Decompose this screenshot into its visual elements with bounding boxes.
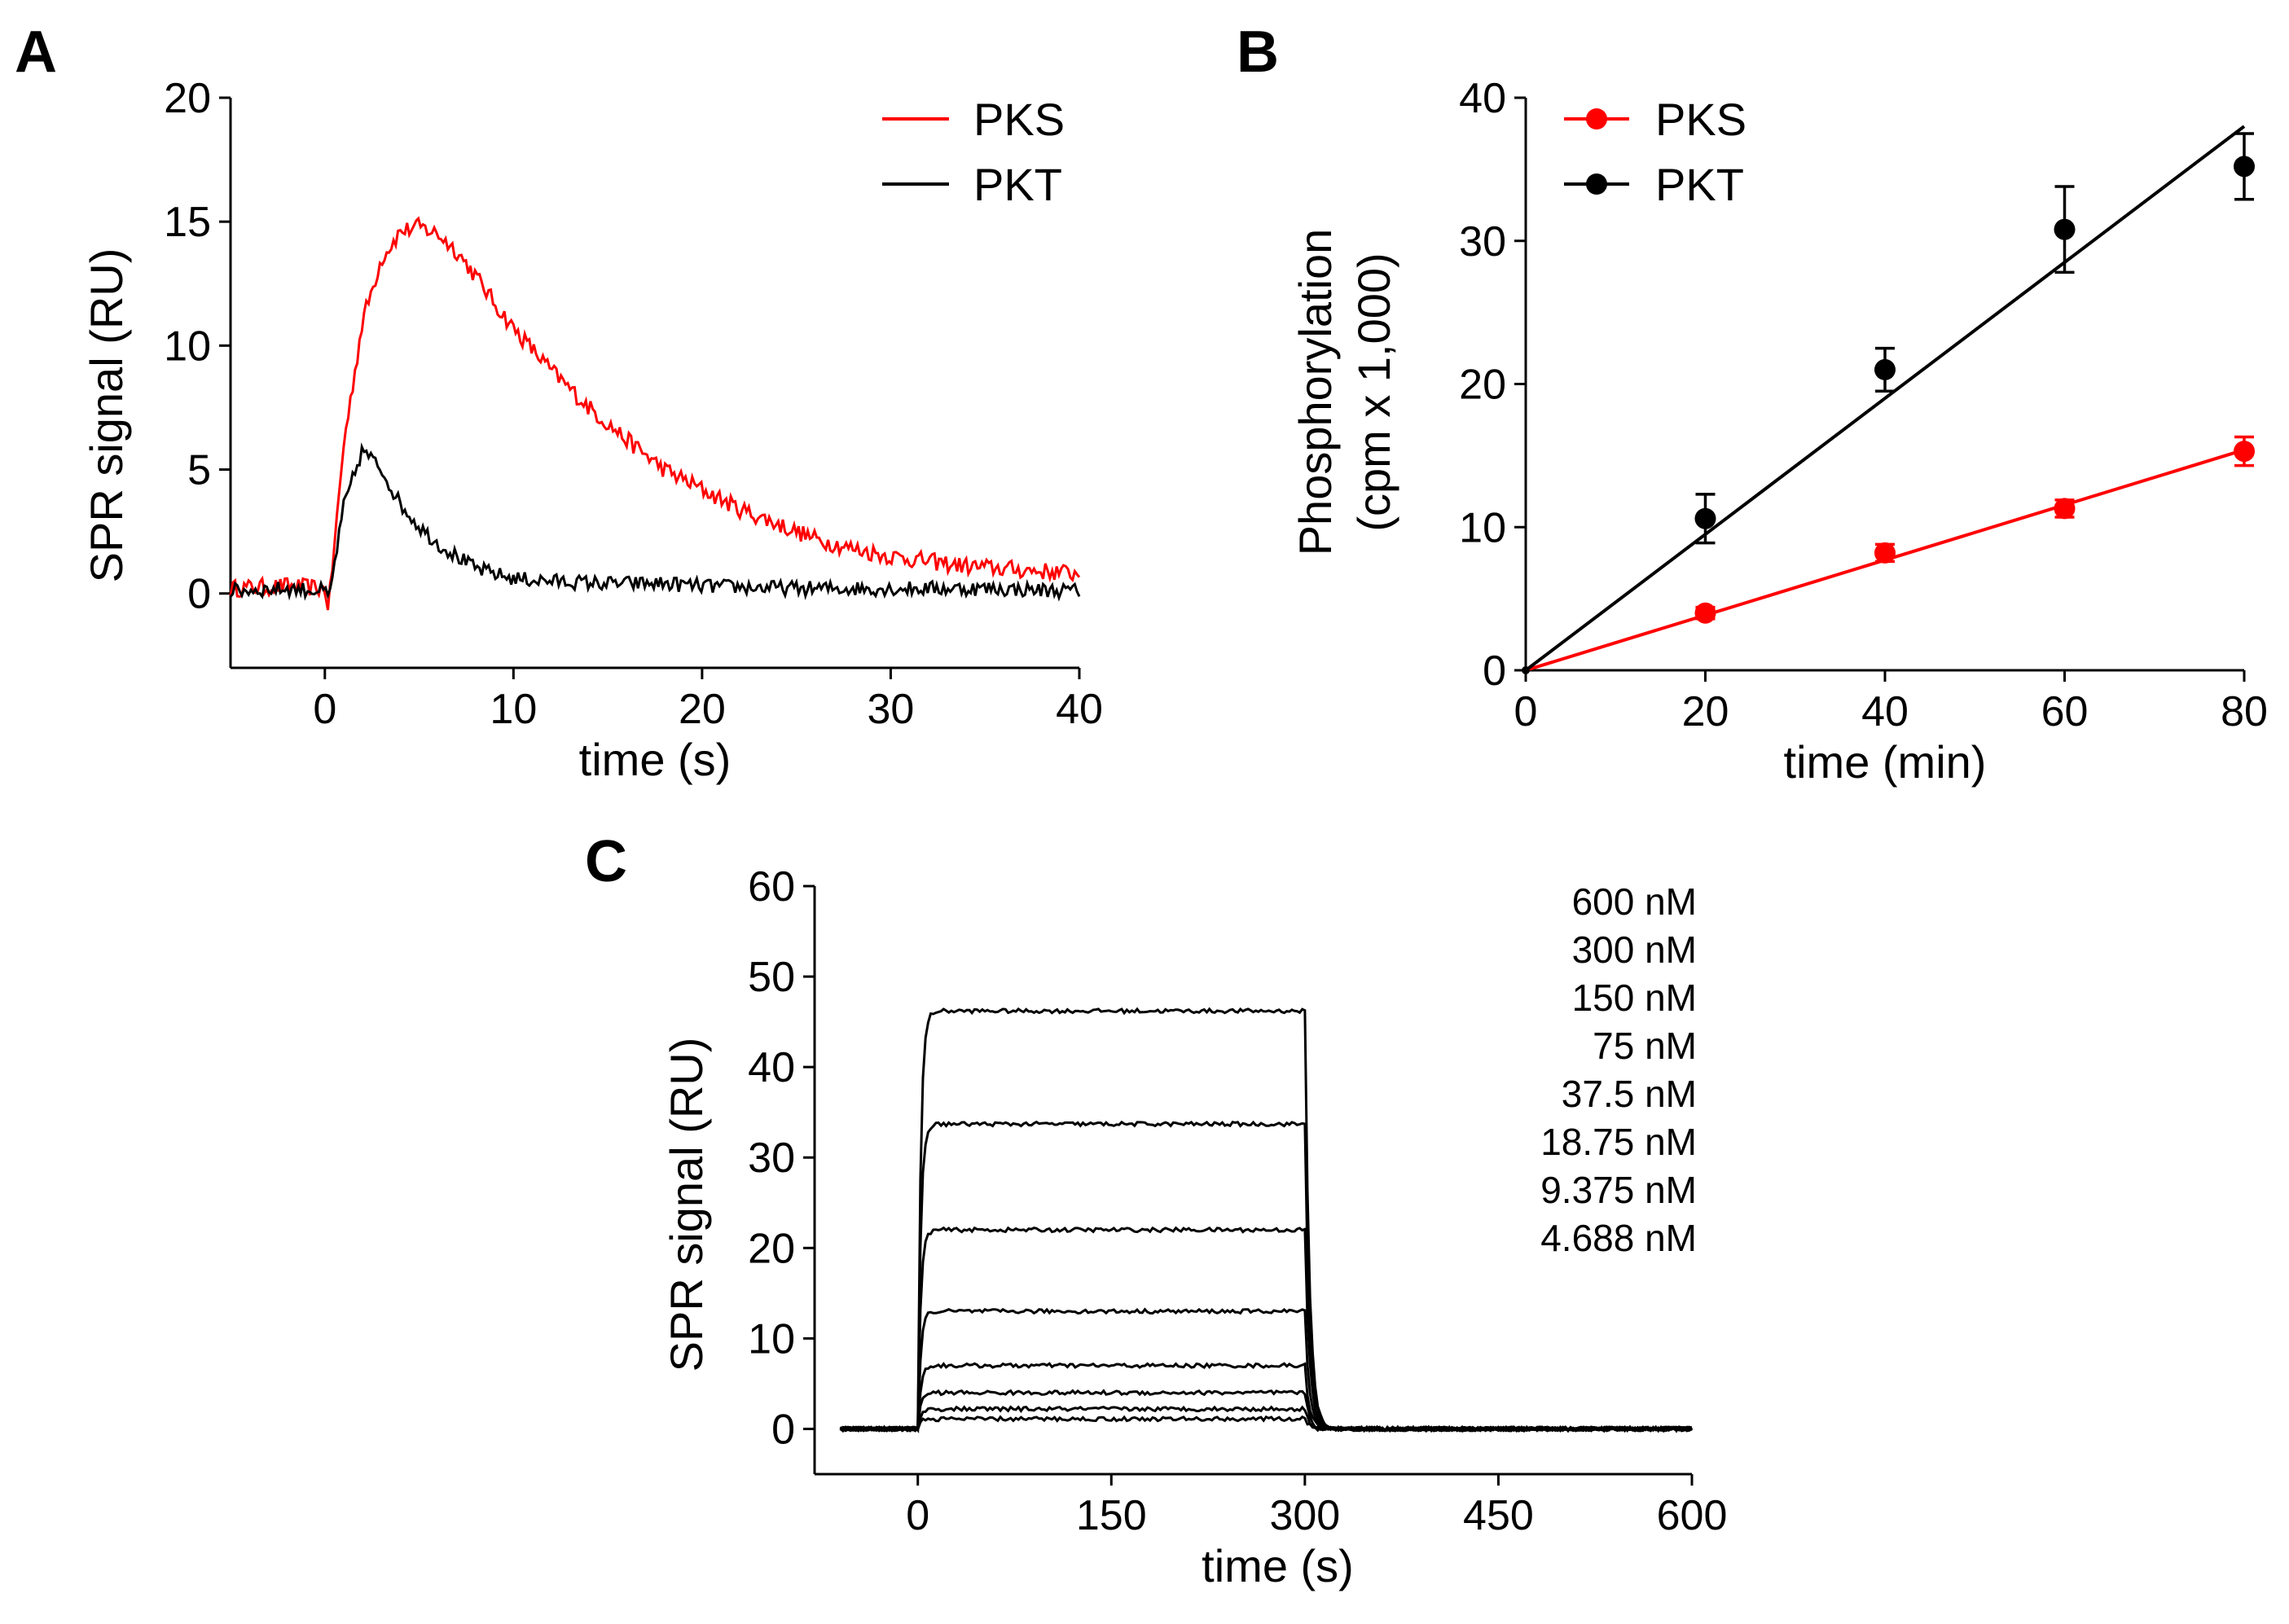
b-legend-label-pks: PKS: [1655, 94, 1746, 145]
b-legend-label-pkt: PKT: [1655, 159, 1744, 210]
b-point-pks: [2054, 498, 2076, 520]
b-point-pks: [1874, 542, 1896, 564]
a-x-tick-label: 40: [1056, 686, 1103, 733]
c-x-tick-label: 0: [906, 1492, 929, 1539]
b-fit-line-pkt: [1524, 125, 2246, 672]
b-x-axis-label: time (min): [1784, 736, 1987, 788]
b-x-tick-label: 80: [2221, 688, 2268, 735]
a-x-tick-label: 30: [868, 686, 915, 733]
c-series-line: [839, 1362, 1693, 1433]
c-x-axis-label: time (s): [1202, 1540, 1354, 1591]
b-x-tick-label: 40: [1861, 688, 1909, 735]
b-point-pks: [1694, 602, 1716, 624]
a-series-line-pks: [229, 216, 1081, 611]
c-y-tick-label: 40: [748, 1044, 795, 1091]
c-x-tick-label: 450: [1463, 1492, 1534, 1539]
c-series-line: [839, 1307, 1693, 1433]
b-point-pkt: [2234, 156, 2255, 178]
panel-b-chart: 0 10 20 30 40 0 20 40 60 80 time (min) Phosphorylat…: [1289, 75, 2268, 788]
a-legend-label-pkt: PKT: [973, 159, 1062, 210]
b-origin-point: [1522, 666, 1530, 674]
c-series-label: 18.75 nM: [1540, 1121, 1697, 1163]
a-y-tick-label: 15: [164, 199, 211, 246]
c-series-label: 9.375 nM: [1540, 1169, 1697, 1211]
b-x-tick-label: 60: [2041, 688, 2089, 735]
b-point-pkt: [1874, 358, 1896, 380]
c-series-label: 150 nM: [1572, 977, 1697, 1019]
panel-a-chart: 0 5 10 15 20 0 10 20 30 40 time (s) SPR signal (RU)…: [81, 75, 1103, 785]
b-point-pkt: [2054, 218, 2076, 240]
a-legend-label-pks: PKS: [973, 94, 1065, 145]
panel-label-c: C: [585, 829, 627, 894]
c-series-label: 600 nM: [1572, 880, 1697, 923]
c-y-axis-label: SPR signal (RU): [661, 1038, 712, 1372]
a-x-tick-label: 0: [313, 686, 336, 733]
a-y-tick-label: 5: [187, 447, 211, 494]
c-y-tick-label: 20: [748, 1225, 795, 1272]
b-y-axis-label-line: (cpm x 1,000): [1348, 252, 1399, 531]
panel-label-a: A: [15, 20, 57, 85]
b-y-tick-label: 10: [1459, 504, 1506, 551]
panel-label-b: B: [1237, 20, 1279, 85]
c-x-tick-label: 300: [1269, 1492, 1340, 1539]
a-y-axis-label: SPR signal (RU): [81, 248, 132, 583]
c-series-label: 75 nM: [1593, 1025, 1697, 1067]
b-x-tick-label: 0: [1514, 688, 1538, 735]
b-point-pkt: [1694, 507, 1716, 529]
c-y-tick-label: 10: [748, 1315, 795, 1363]
a-x-axis-label: time (s): [579, 734, 732, 785]
b-y-tick-label: 20: [1459, 362, 1506, 409]
c-x-tick-label: 600: [1657, 1492, 1728, 1539]
a-y-tick-label: 10: [164, 323, 211, 370]
a-x-tick-label: 20: [679, 686, 726, 733]
b-legend-marker-pkt: [1586, 173, 1607, 195]
c-x-tick-label: 150: [1076, 1492, 1147, 1539]
b-legend-marker-pks: [1586, 108, 1607, 129]
c-y-tick-label: 30: [748, 1135, 795, 1182]
a-y-tick-label: 0: [187, 571, 211, 618]
b-y-tick-label: 40: [1459, 75, 1506, 122]
b-x-tick-label: 20: [1682, 688, 1729, 735]
c-series-label: 300 nM: [1572, 928, 1697, 971]
c-series-label: 4.688 nM: [1540, 1217, 1697, 1259]
b-y-tick-label: 30: [1459, 218, 1506, 266]
b-y-axis-label-line: Phosphorylation: [1289, 229, 1341, 556]
c-y-tick-label: 0: [771, 1406, 795, 1453]
c-series-label: 37.5 nM: [1562, 1073, 1697, 1115]
b-y-tick-label: 0: [1483, 647, 1506, 695]
a-x-tick-label: 10: [490, 686, 537, 733]
c-y-tick-label: 60: [748, 863, 795, 911]
c-series-line: [839, 1415, 1693, 1433]
b-point-pks: [2234, 441, 2255, 463]
c-y-tick-label: 50: [748, 954, 795, 1001]
a-y-tick-label: 20: [164, 75, 211, 122]
a-series-line-pkt: [229, 442, 1081, 602]
